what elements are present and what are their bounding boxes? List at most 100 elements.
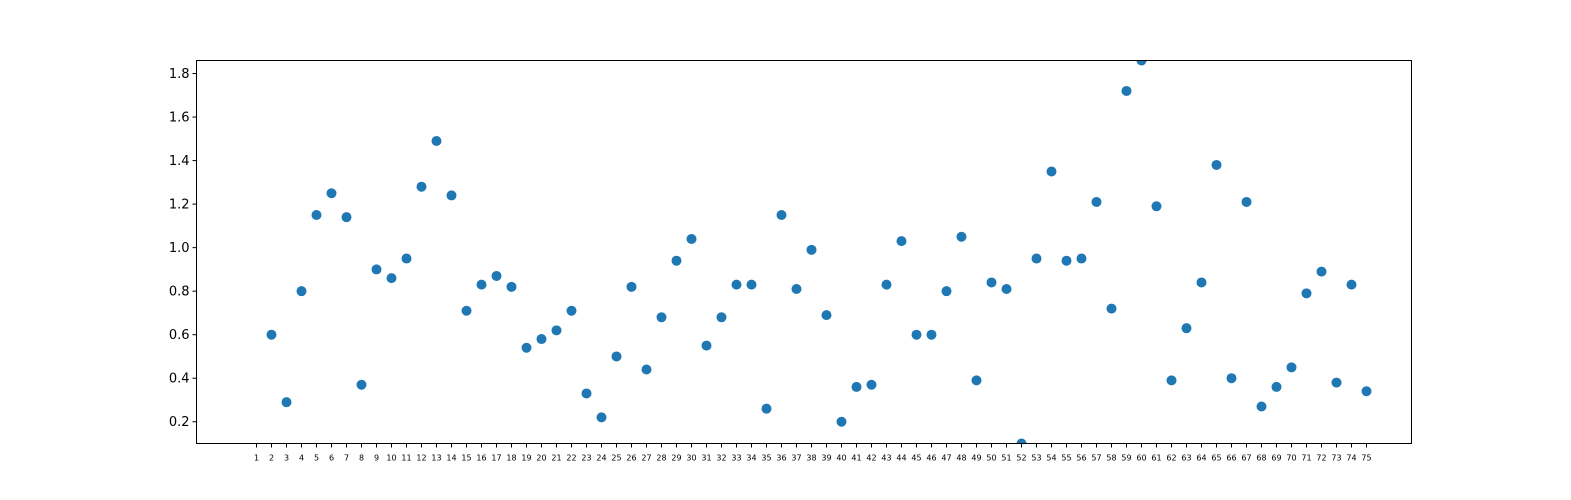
data-point (461, 305, 472, 316)
data-point (566, 305, 577, 316)
x-tick-label: 12 (416, 454, 426, 463)
data-point (1331, 377, 1342, 388)
y-axis: 0.2 0.4 0.6 0.8 1.0 1.2 1.4 1.6 1.8 (169, 67, 197, 430)
x-tick-label: 9 (374, 454, 379, 463)
x-tick-label: 42 (866, 454, 876, 463)
data-point (1076, 253, 1087, 264)
data-point (926, 329, 937, 340)
x-tick-label: 37 (791, 454, 801, 463)
x-tick-label: 21 (551, 454, 561, 463)
data-point (1226, 373, 1237, 384)
data-point (386, 273, 397, 284)
data-point (611, 351, 622, 362)
data-point (851, 381, 862, 392)
x-tick-label: 4 (299, 454, 304, 463)
data-point (1136, 60, 1147, 66)
data-point (551, 325, 562, 336)
x-tick-label: 3 (284, 454, 289, 463)
x-tick-label: 28 (656, 454, 666, 463)
data-point (1241, 196, 1252, 207)
x-tick-label: 48 (956, 454, 966, 463)
x-tick-label: 59 (1121, 454, 1131, 463)
data-point (521, 342, 532, 353)
data-point (941, 286, 952, 297)
x-axis: 1 2 3 4 5 6 7 8 9 10 11 12 13 14 15 16 17 18 19 20 21 22 23 24 2… (254, 443, 1372, 463)
data-point (701, 340, 712, 351)
data-point (821, 310, 832, 321)
x-tick-label: 17 (491, 454, 501, 463)
data-point (581, 388, 592, 399)
data-point (1151, 201, 1162, 212)
x-tick-label: 29 (671, 454, 681, 463)
x-tick-label: 64 (1196, 454, 1206, 463)
x-tick-label: 6 (329, 454, 334, 463)
data-point (1106, 303, 1117, 314)
x-tick-label: 67 (1241, 454, 1251, 463)
data-point (371, 264, 382, 275)
x-tick-label: 51 (1001, 454, 1011, 463)
x-tick-label: 26 (626, 454, 636, 463)
data-point (881, 279, 892, 290)
data-point (1121, 85, 1132, 96)
x-tick-label: 46 (926, 454, 936, 463)
x-tick-label: 52 (1016, 454, 1026, 463)
x-tick-label: 36 (776, 454, 786, 463)
data-point (1091, 196, 1102, 207)
y-tick-label: 1.4 (169, 154, 190, 169)
x-tick-label: 72 (1316, 454, 1326, 463)
data-point (1256, 401, 1267, 412)
data-point (266, 329, 277, 340)
x-tick-label: 27 (641, 454, 651, 463)
data-point (746, 279, 757, 290)
x-tick-label: 15 (461, 454, 471, 463)
x-tick-label: 45 (911, 454, 921, 463)
x-tick-label: 49 (971, 454, 981, 463)
data-point (1016, 438, 1027, 444)
y-tick-label: 0.2 (169, 415, 190, 430)
x-tick-label: 10 (386, 454, 396, 463)
data-point (716, 312, 727, 323)
x-tick-label: 75 (1361, 454, 1371, 463)
data-point (731, 279, 742, 290)
data-point (1286, 362, 1297, 373)
x-tick-label: 65 (1211, 454, 1221, 463)
data-point (1316, 266, 1327, 277)
x-tick-label: 33 (731, 454, 741, 463)
data-point (761, 403, 772, 414)
x-tick-label: 11 (401, 454, 411, 463)
x-tick-label: 53 (1031, 454, 1041, 463)
data-point (326, 188, 337, 199)
x-tick-label: 61 (1151, 454, 1161, 463)
y-tick-label: 0.8 (169, 285, 190, 300)
x-tick-label: 23 (581, 454, 591, 463)
x-tick-label: 2 (269, 454, 274, 463)
data-point (791, 283, 802, 294)
data-point (536, 334, 547, 345)
data-point (956, 231, 967, 242)
data-point (626, 281, 637, 292)
x-tick-label: 71 (1301, 454, 1311, 463)
data-point (491, 270, 502, 281)
x-tick-label: 19 (521, 454, 531, 463)
x-tick-label: 31 (701, 454, 711, 463)
data-point (836, 416, 847, 427)
x-tick-label: 73 (1331, 454, 1341, 463)
data-point (476, 279, 487, 290)
data-point (431, 136, 442, 147)
data-point (896, 236, 907, 247)
data-point (1001, 283, 1012, 294)
x-tick-label: 54 (1046, 454, 1056, 463)
data-point (1211, 159, 1222, 170)
data-points (266, 60, 1372, 444)
y-tick-label: 0.4 (169, 372, 190, 387)
x-tick-label: 8 (359, 454, 364, 463)
data-point (311, 210, 322, 221)
x-tick-label: 63 (1181, 454, 1191, 463)
data-point (1166, 375, 1177, 386)
data-point (596, 412, 607, 423)
x-tick-label: 40 (836, 454, 846, 463)
data-point (401, 253, 412, 264)
data-point (971, 375, 982, 386)
